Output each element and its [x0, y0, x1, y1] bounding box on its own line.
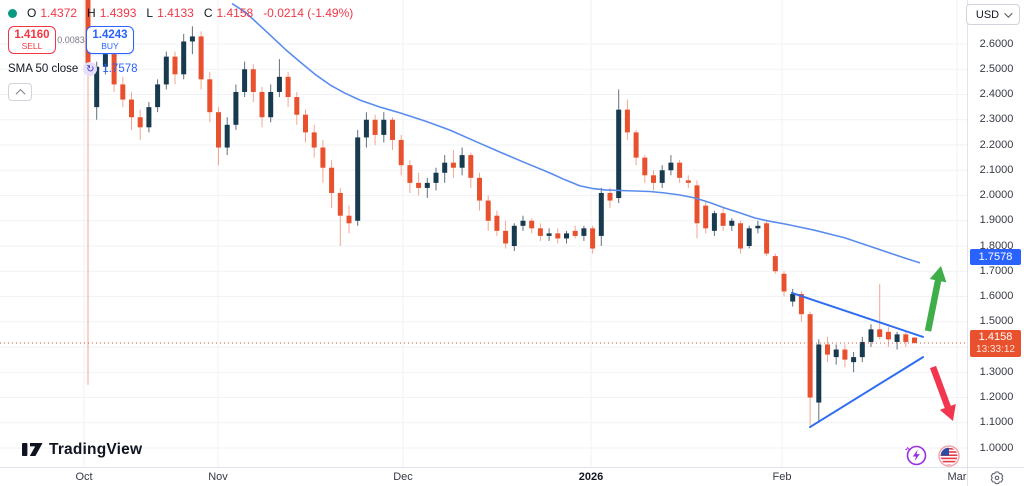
gear-icon[interactable] [990, 470, 1004, 485]
time-axis-label: 2026 [578, 471, 604, 483]
open-label: O [27, 6, 37, 20]
breakout-up-arrow[interactable] [924, 266, 947, 332]
low-label: L [146, 6, 154, 20]
price-axis-label: 1.6000 [979, 290, 1014, 302]
sell-label: SELL [21, 41, 43, 51]
chevron-up-icon [15, 88, 25, 99]
time-axis-label: Feb [772, 471, 792, 483]
price-axis-label: 2.0000 [979, 189, 1014, 201]
price-axis-label: 1.1000 [979, 416, 1014, 429]
price-axis-label: 2.2000 [979, 138, 1014, 151]
tradingview-mark-icon [22, 443, 43, 456]
sma-price-badge: 1.7578 [970, 248, 1021, 265]
tradingview-logo[interactable]: TradingView [22, 440, 142, 459]
boost-lightning-icon[interactable] [902, 443, 928, 472]
buy-button[interactable]: 1.4243 BUY [86, 26, 134, 54]
time-axis-label: Mar [947, 471, 967, 483]
series-status-dot [8, 8, 17, 18]
time-axis-label: Dec [393, 471, 413, 483]
axis-settings-corner [967, 467, 1024, 486]
sync-icon: ↻ [83, 62, 98, 76]
us-flag-icon[interactable] [938, 445, 960, 472]
currency-selector[interactable]: USD [966, 4, 1020, 25]
open-value: 1.4372 [40, 6, 78, 20]
last-price-badge: 1.4158 13:33:12 [970, 330, 1021, 357]
ohlc-readout: O 1.4372 H 1.4393 L 1.4133 C 1.4158 -0.0214 … [8, 6, 353, 20]
low-value: 1.4133 [157, 6, 194, 20]
price-axis-label: 1.8000 [979, 239, 1014, 252]
tradingview-logo-text: TradingView [49, 440, 143, 458]
indicator-value: 1.7578 [102, 63, 138, 75]
sma-50-line [231, 2, 921, 264]
price-axis-label: 2.1000 [979, 163, 1014, 176]
price-axis-label: 2.5000 [979, 62, 1014, 75]
high-value: 1.4393 [99, 6, 137, 20]
upper-converging-trendline[interactable] [791, 291, 924, 338]
currency-label: USD [975, 8, 1000, 21]
time-axis[interactable]: Oct Nov Dec 2026 Feb Mar [0, 467, 967, 486]
price-axis[interactable]: 1.7578 1.4158 13:33:12 2.6000 2.5000 2.400… [967, 0, 1024, 467]
high-label: H [87, 6, 96, 20]
change-value: -0.0214 (-1.49%) [263, 6, 354, 20]
time-axis-label: Oct [75, 471, 93, 483]
buy-price: 1.4243 [92, 28, 128, 41]
close-value: 1.4158 [216, 6, 254, 20]
price-axis-label: 1.5000 [979, 315, 1014, 328]
spread-value: 0.0083 [57, 35, 85, 45]
indicator-name: SMA 50 close [8, 63, 79, 75]
price-axis-label: 1.9000 [979, 214, 1014, 227]
sell-button[interactable]: 1.4160 SELL [8, 26, 56, 54]
price-axis-label: 1.7000 [979, 264, 1014, 277]
price-chart-canvas[interactable] [0, 0, 967, 467]
indicator-row-sma50[interactable]: SMA 50 close ↻ 1.7578 [8, 62, 353, 76]
bar-countdown: 13:33:12 [976, 344, 1015, 355]
chart-legend: O 1.4372 H 1.4393 L 1.4133 C 1.4158 -0.0214 … [8, 6, 353, 101]
chevron-down-icon [1004, 8, 1013, 18]
price-axis-label: 2.4000 [979, 88, 1014, 100]
price-axis-label: 1.0000 [979, 441, 1014, 454]
breakdown-down-arrow[interactable] [929, 365, 956, 421]
lower-converging-trendline[interactable] [809, 356, 924, 429]
legend-collapse-button[interactable] [8, 83, 32, 101]
price-axis-label: 1.2000 [979, 391, 1014, 403]
price-axis-label: 2.6000 [979, 37, 1014, 50]
sell-price: 1.4160 [14, 28, 50, 41]
candles-layer [85, 0, 917, 426]
price-axis-label: 1.3000 [979, 365, 1014, 378]
price-axis-label: 2.3000 [979, 113, 1014, 126]
close-label: C [203, 6, 213, 20]
time-axis-label: Nov [208, 471, 228, 483]
buy-label: BUY [101, 41, 119, 51]
last-price-value: 1.4158 [978, 331, 1013, 343]
